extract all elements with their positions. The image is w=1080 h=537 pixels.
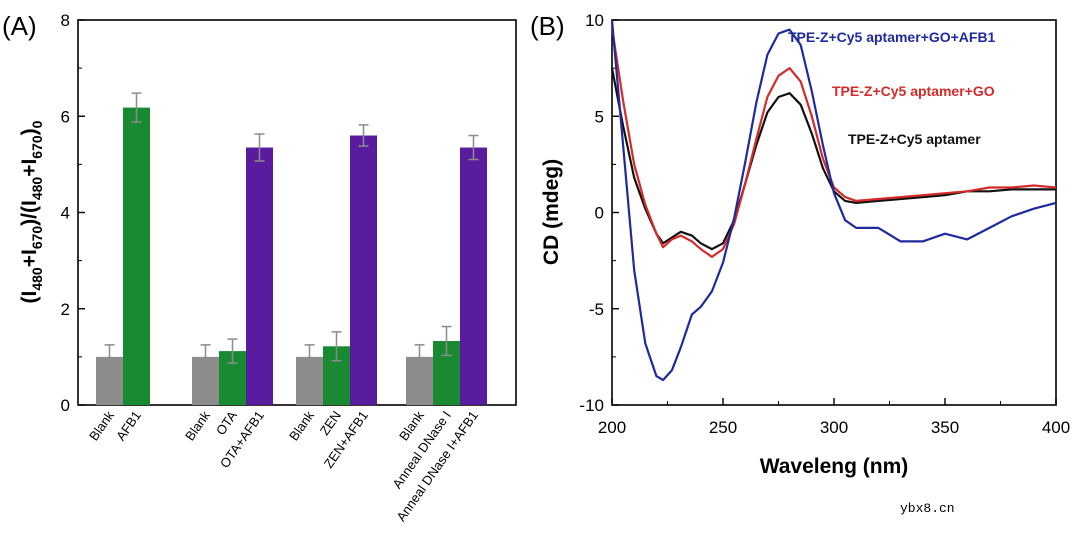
line-y-tick-label: -5 <box>589 300 604 319</box>
line-y-axis-label: CD (mdeg) <box>540 159 563 265</box>
panel-b-label: (B) <box>530 11 565 41</box>
bar-category-label: AFB1 <box>113 408 144 443</box>
legend-entry: TPE-Z+Cy5 aptamer+GO <box>832 83 995 99</box>
bar-y-tick-label: 0 <box>61 396 70 415</box>
legend-entry: TPE-Z+Cy5 aptamer <box>848 131 981 147</box>
bar <box>460 147 487 405</box>
line-axis-ticks: -10 -5 0 5 10 200 250 300 350 400 <box>579 11 1070 437</box>
line-y-tick-label: 0 <box>595 204 604 223</box>
bar-y-tick-label: 8 <box>61 11 70 30</box>
line-series <box>610 19 1057 382</box>
bar-y-tick-label: 4 <box>61 204 70 223</box>
line-x-tick-label: 350 <box>931 418 959 437</box>
line-x-tick-label: 200 <box>598 418 626 437</box>
bar-y-ticks: 0 2 4 6 8 <box>61 11 85 415</box>
panel-a-label: (A) <box>2 11 37 41</box>
bar-category-label: Blank <box>182 408 213 444</box>
line-x-axis-label: Waveleng (nm) <box>760 455 909 478</box>
series-line <box>610 67 1056 251</box>
bar <box>350 135 377 405</box>
series-line <box>610 19 1057 382</box>
line-x-tick-label: 250 <box>709 418 737 437</box>
line-plot-frame <box>611 19 1057 406</box>
line-chart-panel: (B) -10 -5 0 5 10 200 250 300 350 400 TPE-Z+Cy5 a… <box>530 11 1070 478</box>
bar-series <box>96 92 487 406</box>
bar <box>246 147 273 405</box>
bar-y-axis-label: (I480+I670)/(I480+I670)0 <box>18 120 45 303</box>
bar <box>123 107 150 406</box>
bar-category-label: Blank <box>86 408 117 444</box>
legend-entry: TPE-Z+Cy5 aptamer+GO+AFB1 <box>788 29 996 45</box>
bar-category-label: Blank <box>286 408 317 444</box>
watermark: ybx8.cn <box>900 501 955 516</box>
series-line <box>610 27 1057 258</box>
line-y-tick-label: 5 <box>595 107 604 126</box>
bar-y-tick-label: 2 <box>61 300 70 319</box>
line-y-tick-label: 10 <box>585 11 604 30</box>
line-legend: TPE-Z+Cy5 aptamer TPE-Z+Cy5 aptamer+GO TPE… <box>788 29 996 147</box>
bar-y-tick-label: 6 <box>61 107 70 126</box>
line-x-tick-label: 300 <box>820 418 848 437</box>
line-x-tick-label: 400 <box>1042 418 1070 437</box>
line-y-tick-label: -10 <box>579 396 604 415</box>
